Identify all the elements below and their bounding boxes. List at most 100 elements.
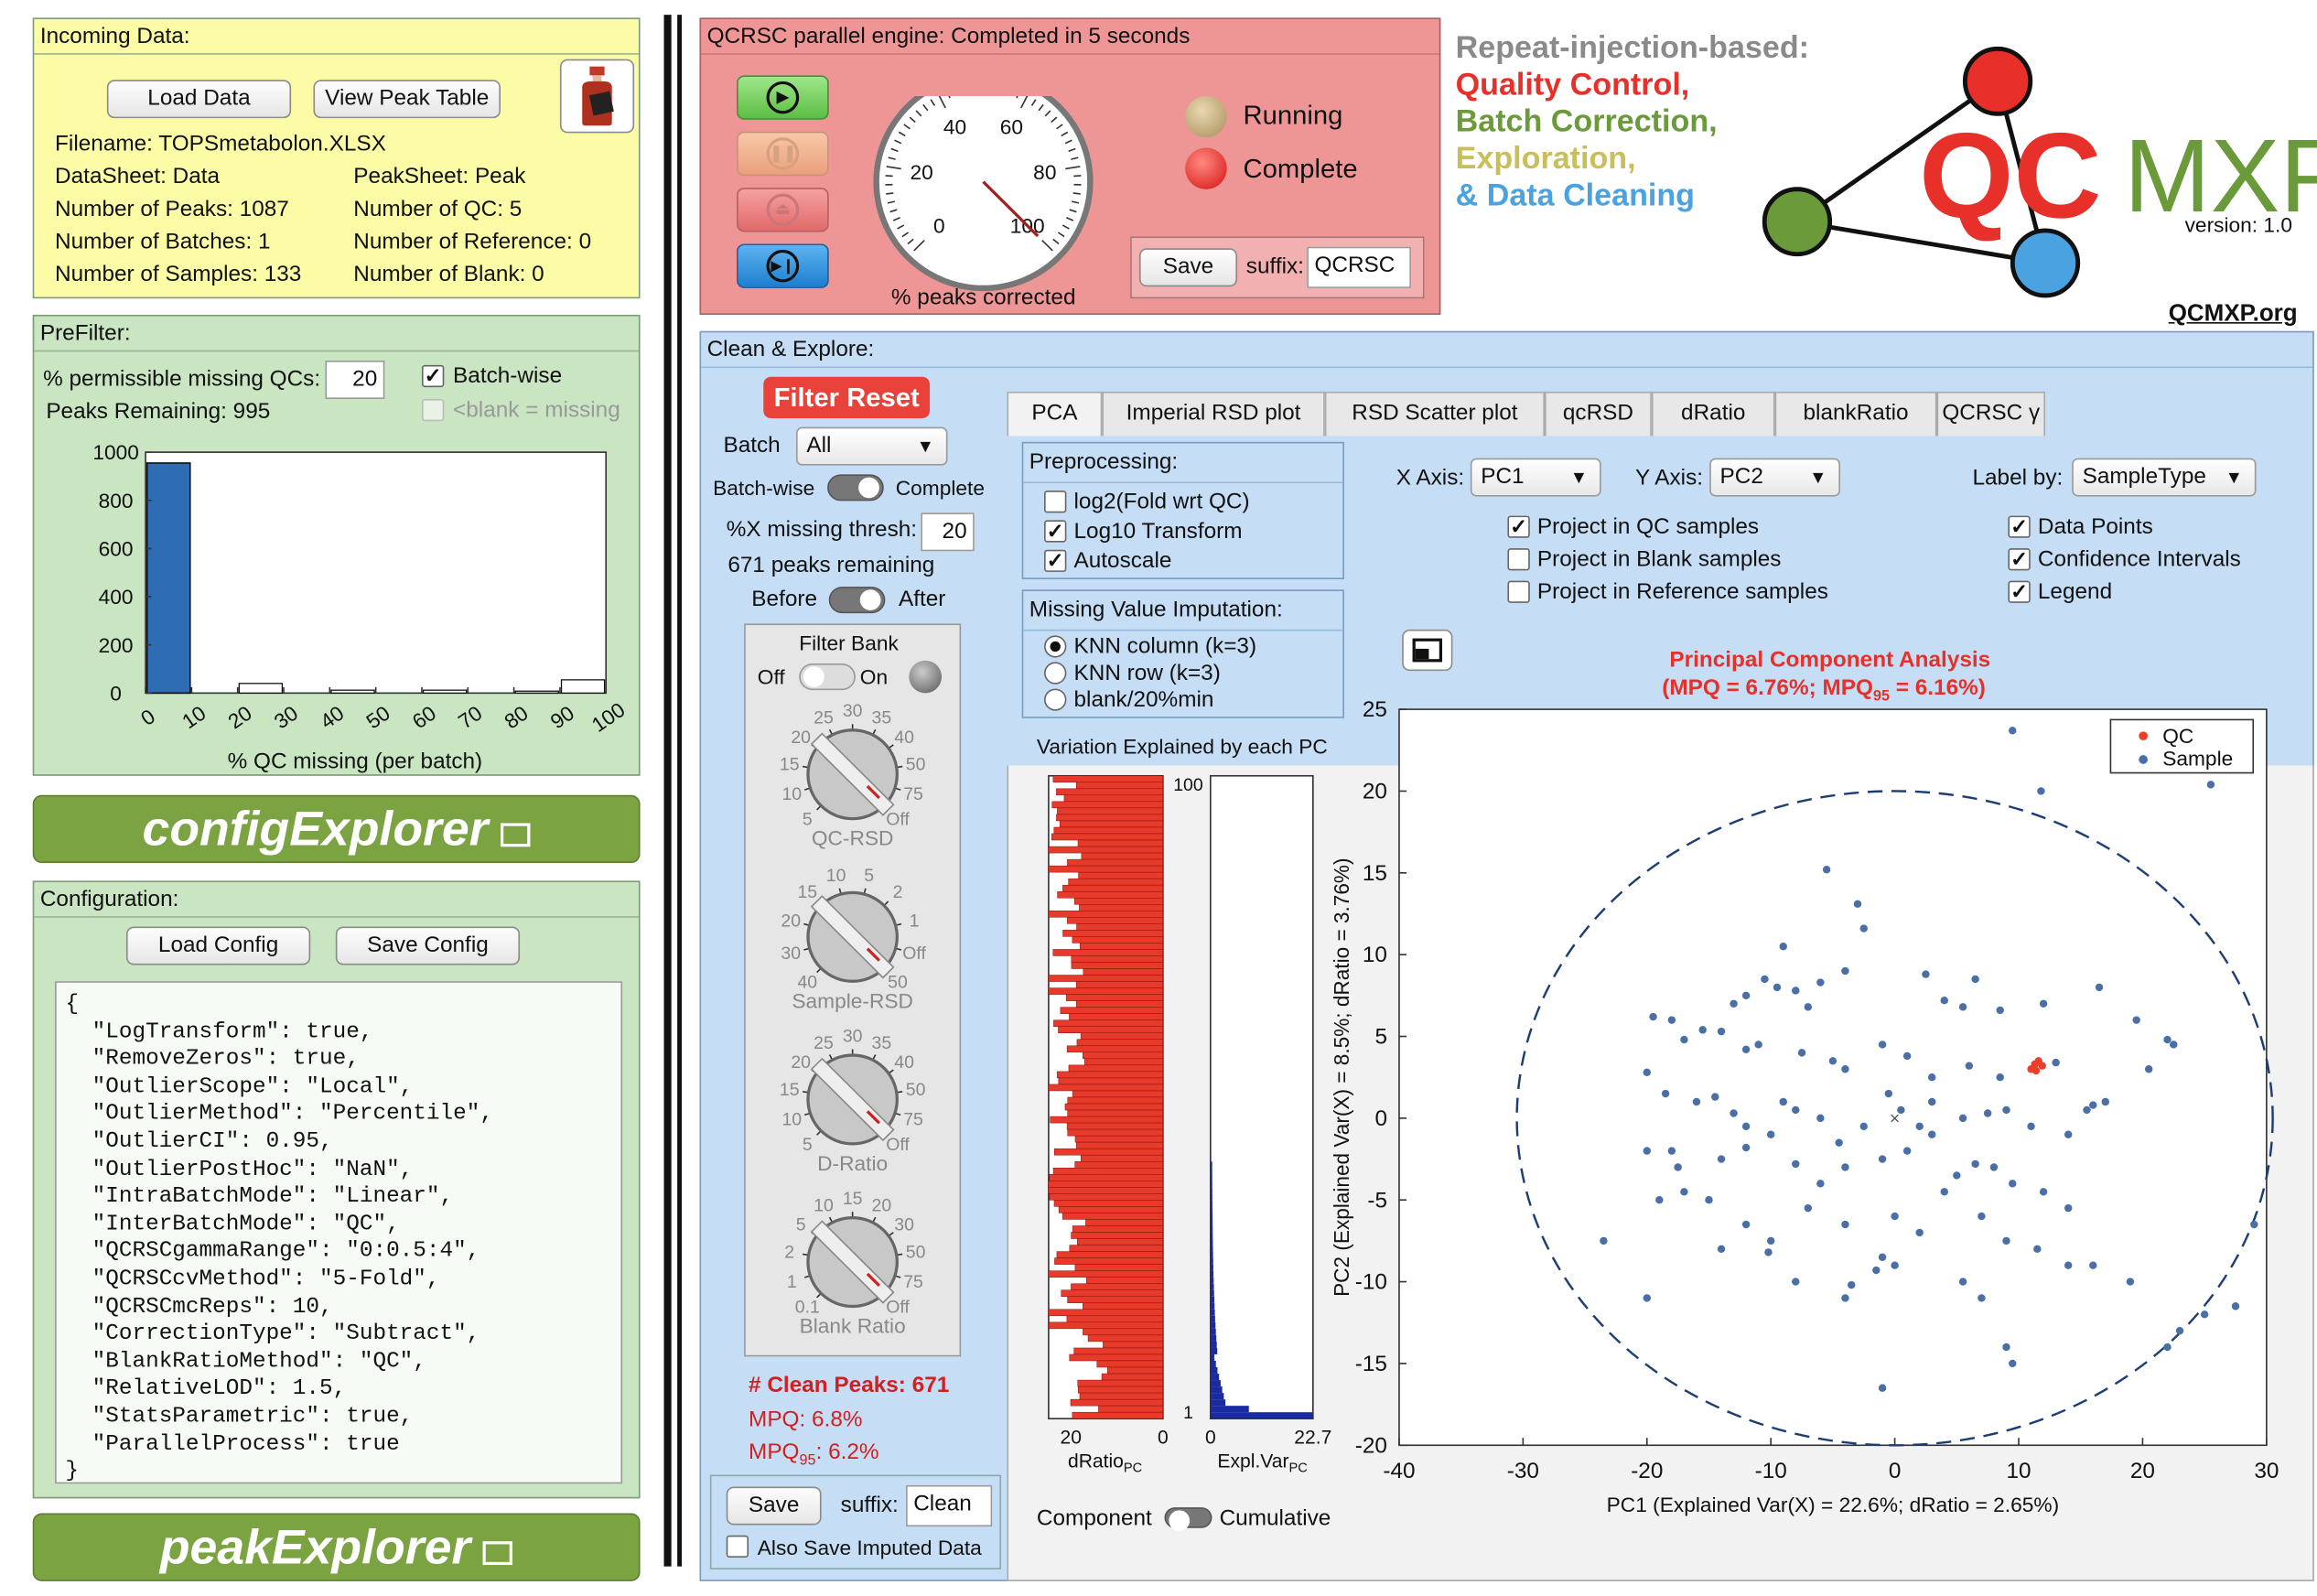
gauge-tick xyxy=(889,209,898,213)
gauge-tick xyxy=(1052,238,1060,245)
gauge-tick-label: 0 xyxy=(933,214,945,238)
sample-point xyxy=(2250,1220,2258,1229)
explvar-bar xyxy=(1210,1367,1218,1375)
gauge-tick xyxy=(888,156,896,160)
also-save-checkbox[interactable] xyxy=(726,1535,749,1558)
preprocessing-group: Preprocessing: log2(Fold wrt QC) ✓ Log10… xyxy=(1021,441,1344,580)
peaks-remaining-text: Peaks Remaining: 995 xyxy=(46,398,271,425)
explvar-bar xyxy=(1210,1193,1212,1201)
batchwise-checkbox[interactable]: ✓ xyxy=(421,365,445,388)
load-config-button[interactable]: Load Config xyxy=(125,926,311,965)
knn-row-radio[interactable] xyxy=(1044,662,1067,685)
divider-left[interactable] xyxy=(663,15,672,1567)
pc-top-label: 100 xyxy=(1173,775,1203,795)
project-qc-checkbox[interactable]: ✓ xyxy=(1507,516,1530,538)
data-points-checkbox[interactable]: ✓ xyxy=(2008,516,2031,538)
before-after-toggle[interactable] xyxy=(828,587,886,614)
filter-reset-button[interactable]: Filter Reset xyxy=(763,376,931,418)
dratio-bar xyxy=(1076,1000,1164,1008)
gauge-tick xyxy=(890,147,899,153)
autoscale-checkbox[interactable]: ✓ xyxy=(1044,549,1067,572)
knob-name: Blank Ratio xyxy=(800,1314,906,1338)
dratio-bar xyxy=(1053,1148,1164,1156)
project-reference-checkbox[interactable] xyxy=(1507,580,1530,603)
explvar-bar xyxy=(1210,1213,1213,1220)
filter-bank-toggle[interactable] xyxy=(799,663,856,691)
step-button[interactable]: ▶❙ xyxy=(737,243,829,288)
batchwise-toggle[interactable] xyxy=(827,474,884,501)
clean-save-button[interactable]: Save xyxy=(726,1486,822,1526)
tab-pca[interactable]: PCA xyxy=(1007,391,1103,437)
knn-column-label: KNN column (k=3) xyxy=(1073,633,1257,660)
x-tick-label: -20 xyxy=(1631,1459,1663,1483)
x-axis-select[interactable]: PC1 xyxy=(1470,458,1601,497)
knob-tick-label: 35 xyxy=(872,708,892,728)
filter-bank-on: On xyxy=(859,664,889,689)
pause-button[interactable]: ❚❚ xyxy=(737,131,829,177)
pca-xlabel: PC1 (Explained Var(X) = 22.6%; dRatio = … xyxy=(1607,1493,2060,1516)
dratio-bar xyxy=(1057,890,1164,899)
config-json-editor[interactable]: { "LogTransform": true, "RemoveZeros": t… xyxy=(55,981,623,1483)
logo-mxp: MXP xyxy=(2124,118,2317,234)
bottle-icon[interactable] xyxy=(559,59,635,134)
missing-qc-input[interactable]: 20 xyxy=(325,361,385,399)
config-line: "StatsParametric": true, xyxy=(65,1403,414,1429)
clean-suffix-input[interactable]: Clean xyxy=(906,1484,993,1527)
tab-qcrsd[interactable]: qcRSD xyxy=(1545,391,1652,437)
component-cumulative-toggle[interactable] xyxy=(1164,1507,1212,1531)
gauge-tick xyxy=(930,99,936,106)
batch-select[interactable]: All xyxy=(795,426,948,466)
tab-dratio[interactable]: dRatio xyxy=(1651,391,1775,437)
dratio-bar xyxy=(1085,1219,1164,1226)
log10-checkbox[interactable]: ✓ xyxy=(1044,520,1067,543)
view-peak-table-button[interactable]: View Peak Table xyxy=(313,80,501,119)
y-axis-select[interactable]: PC2 xyxy=(1709,458,1841,497)
knob-tick-label: 15 xyxy=(780,755,800,775)
tab-rsd-scatter-plot[interactable]: RSD Scatter plot xyxy=(1324,391,1546,437)
label-by-select[interactable]: SampleType xyxy=(2072,458,2257,497)
knob-tick-label: 75 xyxy=(903,784,923,804)
project-blank-checkbox[interactable] xyxy=(1507,548,1530,571)
clean-explore-title: Clean & Explore: xyxy=(701,332,2313,369)
autoscale-label: Autoscale xyxy=(1073,548,1172,574)
knob-name: QC-RSD xyxy=(812,826,894,850)
thresh-input[interactable]: 20 xyxy=(921,512,975,552)
knob-tick-label: 75 xyxy=(903,1109,923,1129)
load-data-button[interactable]: Load Data xyxy=(106,80,292,119)
tab-imperial-rsd-plot[interactable]: Imperial RSD plot xyxy=(1102,391,1325,437)
config-line: "InterBatchMode": "QC", xyxy=(65,1211,400,1237)
y-tick-label: 5 xyxy=(1374,1025,1387,1050)
confidence-intervals-checkbox[interactable]: ✓ xyxy=(2008,548,2031,571)
tagline: Repeat-injection-based: Quality Control,… xyxy=(1456,29,1887,221)
site-link[interactable]: QCMXP.org xyxy=(2168,301,2298,327)
knn-column-radio[interactable] xyxy=(1044,635,1067,658)
config-explorer-button[interactable]: configExplorer xyxy=(32,794,641,864)
blank-missing-checkbox[interactable] xyxy=(421,398,445,422)
legend-checkbox[interactable]: ✓ xyxy=(2008,581,2031,603)
sample-point xyxy=(1978,1294,1986,1302)
complete-toggle-label: Complete xyxy=(895,475,985,500)
num-samples-text: Number of Samples: 133 xyxy=(55,261,302,287)
dratio-bar xyxy=(1067,1128,1164,1137)
save-config-button[interactable]: Save Config xyxy=(335,926,521,965)
peak-explorer-button[interactable]: peakExplorer xyxy=(32,1513,641,1581)
tab-blankratio[interactable]: blankRatio xyxy=(1774,391,1937,437)
eject-button[interactable]: ⏏ xyxy=(737,188,829,232)
peak-explorer-label: peakExplorer xyxy=(159,1519,471,1574)
engine-suffix-input[interactable]: QCRSC xyxy=(1307,246,1411,288)
engine-save-button[interactable]: Save xyxy=(1138,248,1238,287)
dratio-bar xyxy=(1056,1071,1164,1079)
play-button[interactable]: ▶ xyxy=(737,75,829,120)
y-tick-label: 0 xyxy=(110,681,122,705)
explvar-bar xyxy=(1210,1251,1213,1258)
log2-checkbox[interactable] xyxy=(1044,491,1067,513)
blank20-radio[interactable] xyxy=(1044,688,1067,711)
popout-plot-button[interactable] xyxy=(1402,629,1453,672)
tab-qcrsc-[interactable]: QCRSC γ xyxy=(1936,391,2046,437)
sample-point xyxy=(1978,1212,1986,1221)
sample-point xyxy=(1841,1294,1849,1302)
